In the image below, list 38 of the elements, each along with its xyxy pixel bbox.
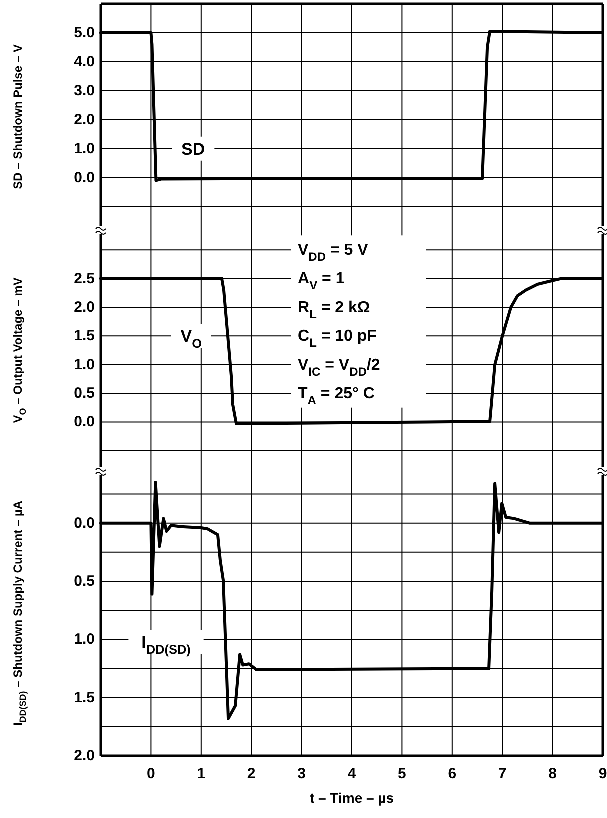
- y-tick-label: 3.0: [74, 82, 95, 100]
- x-axis-title: t – Time – µs: [310, 790, 394, 806]
- y-tick-label: 1.0: [74, 356, 95, 374]
- x-tick-label: 5: [398, 766, 406, 782]
- annotation: R$_{L}$ = 2 kΩ: [298, 298, 370, 322]
- x-tick-label: 8: [548, 766, 557, 782]
- y-tick-label: 0.0: [74, 514, 95, 532]
- y-tick-label: 0.5: [74, 573, 95, 590]
- x-tick-label: 4: [348, 766, 357, 782]
- x-tick-label: 2: [247, 766, 256, 782]
- x-tick-label: 7: [498, 766, 507, 782]
- x-tick-label: 9: [598, 766, 607, 782]
- annotation: V$_{DD}$ = 5 V: [298, 242, 369, 264]
- y-tick-label: 2.0: [74, 111, 95, 128]
- y-tick-label: 0.5: [74, 385, 95, 402]
- y-tick-label: 5.0: [74, 24, 95, 42]
- y-tick-label: 1.5: [74, 689, 95, 706]
- y-tick-label: 1.5: [74, 328, 95, 345]
- annotation: C$_{L}$ = 10 pF: [298, 328, 378, 350]
- annotation: SD: [182, 139, 206, 158]
- x-tick-label: 6: [448, 766, 457, 782]
- y-tick-label: 1.0: [74, 631, 95, 648]
- y-tick-label: 2.5: [74, 270, 95, 288]
- annotation: T$_{A}$ = 25° C: [298, 385, 376, 408]
- y-tick-label: 0.0: [74, 414, 95, 431]
- y-tick-label: 2.0: [74, 748, 95, 764]
- x-tick-label: 3: [298, 766, 306, 782]
- y-axis-title: SD – Shutdown Pulse – V: [11, 44, 25, 190]
- annotation: V$_{O}$: [180, 326, 202, 352]
- x-tick-label: 0: [147, 766, 156, 782]
- x-tick-label: 1: [197, 766, 206, 782]
- y-tick-label: 0.0: [74, 169, 95, 186]
- y-tick-label: 4.0: [74, 53, 95, 70]
- y-tick-label: 2.0: [74, 298, 95, 316]
- annotation: V$_{IC}$ = V$_{DD}$/2: [298, 356, 380, 379]
- annotation: A$_{V}$ = 1: [298, 270, 345, 293]
- y-tick-label: 1.0: [74, 140, 95, 158]
- text: I$_{DD(SD)}$: [142, 632, 191, 657]
